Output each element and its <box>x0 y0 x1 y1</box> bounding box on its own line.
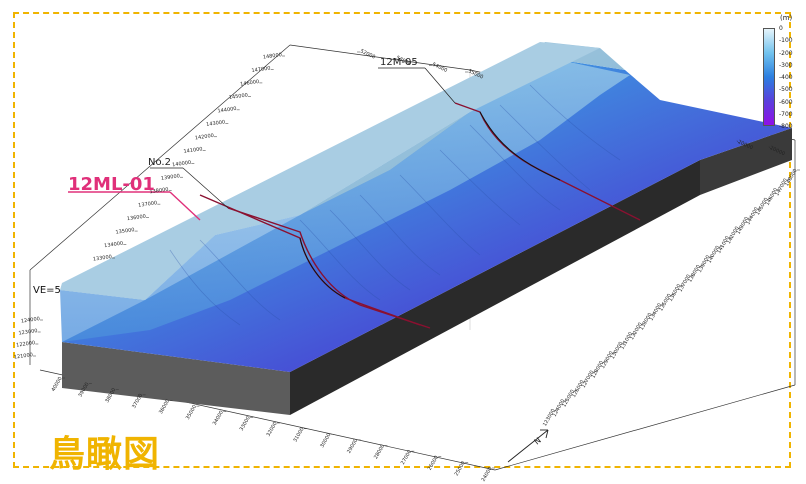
legend-tick-label: -300 <box>779 61 793 69</box>
left-axis-tick-label: 138000 <box>149 187 169 196</box>
front-axis-tick-label: 28000 <box>373 444 386 461</box>
front-axis-tick-label: 34000 <box>212 410 225 427</box>
right-axis-tick-label: 148000 <box>784 168 799 188</box>
front-axis-tick-label: 31000 <box>292 427 305 444</box>
dashed-frame <box>13 12 791 468</box>
survey-tracks-dark <box>299 111 561 299</box>
label-leaders <box>150 67 456 209</box>
north-arrow-icon <box>507 429 549 463</box>
left-axis-lower-tick-label: 121000 <box>14 352 34 361</box>
left-axis-tick-label: 140000 <box>172 160 192 169</box>
continental-slope <box>60 60 630 342</box>
front-axis-tick-label: 25000 <box>454 460 467 477</box>
left-axis-tick-label: 136000 <box>127 214 147 223</box>
label-no2: No.2 <box>148 157 171 168</box>
left-axis-tick-label: 139000 <box>161 173 181 182</box>
vertical-exaggeration-label: VE=5 <box>33 285 61 296</box>
top-axis-tick-label: 54000 <box>431 62 448 74</box>
front-axis-tick-label: 35000 <box>185 404 198 421</box>
canyon-texture <box>169 84 621 326</box>
legend-tick-label: -400 <box>779 74 793 81</box>
left-axis-lower-tick-label: 123000 <box>18 328 38 337</box>
terrain-right-wall-end <box>700 128 792 195</box>
front-axis-tick-label: 26000 <box>427 455 440 472</box>
left-axis-tick-label: 133000 <box>93 254 113 263</box>
legend-tick-label: 0 <box>779 25 783 32</box>
legend-tick-label: -600 <box>779 98 793 106</box>
left-axis-tick-label: 145000 <box>229 92 249 101</box>
terrain-front-wall <box>62 342 290 415</box>
front-axis-tick-label: 32000 <box>266 421 279 438</box>
legend-tick-label: -700 <box>779 110 793 118</box>
legend-tick-label: -200 <box>779 49 793 57</box>
left-axis-lower-tick-label: 124000 <box>21 316 41 325</box>
north-label: N <box>533 436 543 447</box>
left-axis-tick-label: 142000 <box>195 133 215 142</box>
left-axis-ticks-lower: 124000 123000 122000 121000 <box>14 316 43 361</box>
front-axis-tick-label: 24000 <box>481 466 494 483</box>
legend-tick-label: -800 <box>779 123 793 130</box>
left-axis-tick-label: 146000 <box>240 79 260 88</box>
front-axis-tick-label: 36000 <box>158 399 171 416</box>
front-axis-tick-label: 30000 <box>319 432 332 449</box>
caption-title: 鳥瞰図 <box>49 434 161 475</box>
left-axis-tick-label: 147000 <box>251 66 271 75</box>
left-axis-lower-tick-label: 122000 <box>16 340 36 349</box>
left-axis-tick-label: 137000 <box>138 200 158 209</box>
legend-tick-label: -100 <box>779 37 793 45</box>
left-axis-ticks: 148000 147000 146000 145000 144000 143000 1420… <box>93 52 285 263</box>
label-12ml-01: 12ML-01 <box>68 174 155 195</box>
left-axis-tick-label: 134000 <box>104 241 124 250</box>
legend-tick-label: -500 <box>779 86 793 94</box>
front-axis-tick-label: 40000 <box>51 376 64 393</box>
legend-colorbar <box>763 28 775 126</box>
terrain-right-wall <box>290 160 700 415</box>
legend-unit: (m) <box>780 14 793 22</box>
depth-legend: (m) 0 -100 -200 -300 -400 -500 -600 -700 -800 <box>763 14 806 134</box>
left-axis-tick-label: 144000 <box>217 106 237 115</box>
left-axis-tick-label: 143000 <box>206 119 226 128</box>
left-axis-tick-label: 141000 <box>183 146 203 155</box>
front-axis-tick-label: 29000 <box>346 438 359 455</box>
front-axis-tick-label: 27000 <box>400 449 413 466</box>
sea-floor <box>62 60 792 372</box>
highlight-leader <box>68 191 201 221</box>
left-axis-tick-label: 135000 <box>115 227 135 236</box>
front-axis-tick-label: 33000 <box>239 415 252 432</box>
label-12m-05: 12M-05 <box>380 57 418 68</box>
top-axis-tick-label: 52000 <box>359 48 376 60</box>
left-axis-tick-label: 148000 <box>263 52 283 61</box>
